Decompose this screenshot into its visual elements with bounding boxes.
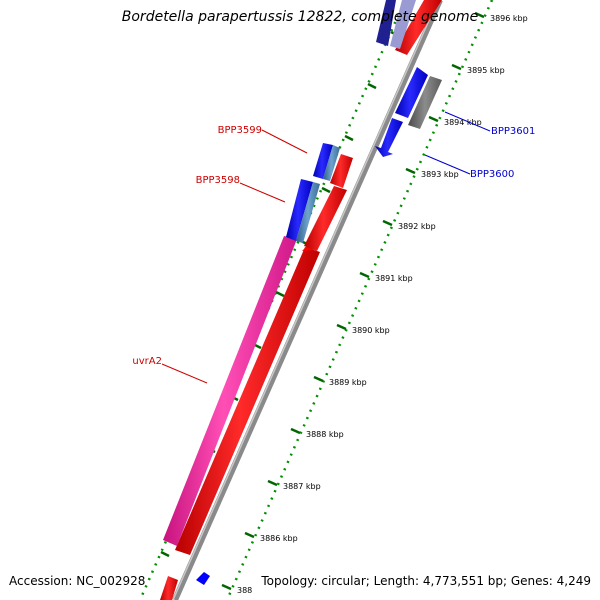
ruler-tick-label-8: 3888 kbp bbox=[306, 430, 344, 439]
gene-bar-top-navy[interactable] bbox=[376, 0, 396, 46]
gene-label-3601[interactable]: BPP3601 bbox=[491, 126, 535, 137]
ruler-tick-label-6: 3890 kbp bbox=[352, 326, 390, 335]
leader-line-3600 bbox=[424, 154, 471, 175]
cds-bar-top-red[interactable] bbox=[395, 0, 442, 55]
forward-strand-features bbox=[196, 67, 442, 585]
gene-bar-bottom-blue[interactable] bbox=[196, 572, 210, 585]
ruler-tick-2 bbox=[428, 115, 439, 123]
gene-bar-3601-gray[interactable] bbox=[408, 76, 442, 129]
cds-bar-reverse[interactable] bbox=[175, 247, 320, 555]
gene-bar-3598-blue[interactable] bbox=[286, 179, 313, 241]
ruler-tick-label-5: 3891 kbp bbox=[375, 274, 413, 283]
inner-ruler-tick-1 bbox=[367, 82, 377, 90]
leader-line-3601 bbox=[444, 111, 491, 132]
gene-bar-3601-blue[interactable] bbox=[395, 67, 428, 118]
ruler-tick-7 bbox=[313, 375, 324, 383]
ruler-tick-8 bbox=[290, 427, 301, 435]
ruler-tick-6 bbox=[336, 323, 347, 331]
ruler-tick-10 bbox=[244, 531, 255, 539]
gene-bar-uvrA2[interactable] bbox=[163, 236, 297, 546]
ruler-tick-label-11: 388 bbox=[237, 586, 252, 595]
backbone bbox=[172, 0, 443, 600]
cds-bar-bottom-red[interactable] bbox=[160, 576, 178, 600]
ruler-tick-1 bbox=[451, 63, 462, 71]
gene-label-3599[interactable]: BPP3599 bbox=[218, 125, 262, 136]
ruler-tick-label-4: 3892 kbp bbox=[398, 222, 436, 231]
ruler-tick-4 bbox=[382, 219, 393, 227]
ruler-tick-label-7: 3889 kbp bbox=[329, 378, 367, 387]
ruler-tick-label-9: 3887 kbp bbox=[283, 482, 321, 491]
ruler-ticks: 3896 kbp 3895 kbp 3894 kbp 3893 kbp 3892 kbp… bbox=[160, 11, 528, 595]
ruler-tick-5 bbox=[359, 271, 370, 279]
inner-ruler-tick-3 bbox=[321, 186, 331, 194]
gene-label-uvrA2[interactable]: uvrA2 bbox=[132, 356, 162, 367]
ruler-tick-3 bbox=[405, 167, 416, 175]
gene-label-3600[interactable]: BPP3600 bbox=[470, 169, 514, 180]
gene-bar-3600-blue[interactable] bbox=[375, 118, 403, 157]
ruler-tick-11 bbox=[221, 583, 232, 591]
gene-labels: BPP3599 BPP3598 uvrA2 BPP3601 BPP3600 bbox=[132, 111, 535, 384]
ruler-tick-label-0: 3896 kbp bbox=[490, 14, 528, 23]
inner-ruler-tick-2 bbox=[344, 134, 354, 142]
gene-bar-3598-steel[interactable] bbox=[296, 182, 320, 243]
ruler-tick-label-1: 3895 kbp bbox=[467, 66, 505, 75]
cds-bar-3599-red[interactable] bbox=[330, 154, 353, 188]
cds-bar-3598-red[interactable] bbox=[304, 186, 347, 251]
leader-line-3599 bbox=[261, 129, 308, 154]
leader-line-uvrA2 bbox=[161, 363, 208, 384]
gene-label-3598[interactable]: BPP3598 bbox=[196, 175, 240, 186]
ruler-tick-label-10: 3886 kbp bbox=[260, 534, 298, 543]
gene-bar-3599-steel[interactable] bbox=[323, 145, 340, 181]
ruler-tick-label-3: 3893 kbp bbox=[421, 170, 459, 179]
gene-bar-3599-blue[interactable] bbox=[313, 143, 333, 179]
cds-bar-reverse[interactable] bbox=[302, 245, 314, 251]
reverse-strand-features bbox=[160, 0, 442, 600]
inner-ruler-tick-10 bbox=[160, 550, 170, 558]
ruler-tick-0 bbox=[474, 11, 485, 19]
gene-bar-top-lavender[interactable] bbox=[390, 0, 416, 49]
ruler-tick-label-2: 3894 kbp bbox=[444, 118, 482, 127]
inner-ruler-tick-5 bbox=[275, 290, 285, 298]
leader-line-3598 bbox=[239, 182, 286, 203]
ruler-tick-9 bbox=[267, 479, 278, 487]
